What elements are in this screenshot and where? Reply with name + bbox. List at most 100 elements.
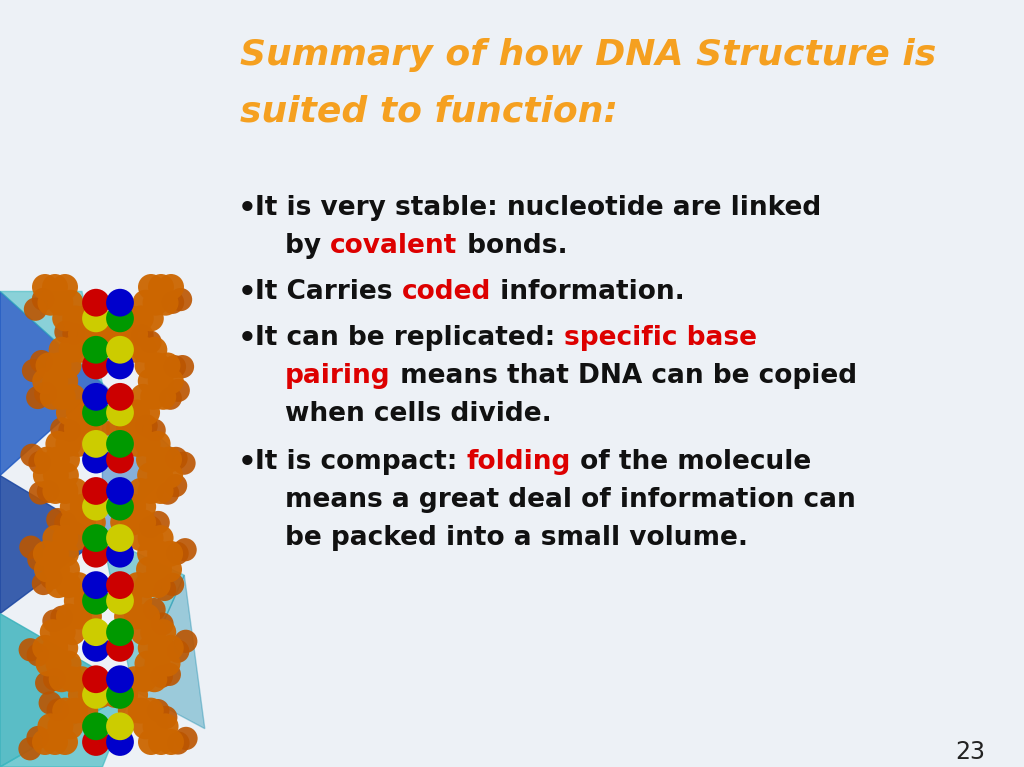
Point <box>48 548 65 560</box>
Text: Summary of how DNA Structure is: Summary of how DNA Structure is <box>240 38 936 72</box>
Point <box>57 704 74 716</box>
Point <box>158 297 174 309</box>
Point <box>126 673 142 686</box>
Point <box>88 720 104 732</box>
Point <box>125 501 141 513</box>
Point <box>61 424 78 436</box>
Point <box>49 513 66 525</box>
Point <box>60 407 77 419</box>
Point <box>121 594 137 607</box>
Point <box>160 657 176 670</box>
Text: bonds.: bonds. <box>458 233 567 259</box>
Point <box>158 711 174 723</box>
Point <box>88 689 104 701</box>
Point <box>111 594 127 607</box>
Point <box>161 453 177 466</box>
Point <box>177 544 194 556</box>
Text: means a great deal of information can: means a great deal of information can <box>285 487 856 513</box>
Point <box>62 297 79 309</box>
Polygon shape <box>0 291 102 384</box>
Point <box>146 344 163 356</box>
Text: means that DNA can be copied: means that DNA can be copied <box>390 363 857 389</box>
Point <box>115 516 131 528</box>
Point <box>49 563 66 575</box>
Polygon shape <box>0 291 102 476</box>
Point <box>125 516 141 528</box>
Point <box>66 328 82 340</box>
Point <box>67 312 83 324</box>
Point <box>112 736 128 748</box>
Point <box>71 611 87 623</box>
Text: It is very stable: nucleotide are linked: It is very stable: nucleotide are linked <box>255 195 821 221</box>
Point <box>145 390 162 403</box>
Point <box>112 594 128 607</box>
Point <box>117 689 133 701</box>
Point <box>168 453 184 465</box>
Point <box>85 516 101 528</box>
Point <box>139 407 156 419</box>
Point <box>142 485 159 497</box>
Polygon shape <box>0 690 133 767</box>
Point <box>77 704 93 716</box>
Point <box>132 485 148 497</box>
Point <box>85 501 101 513</box>
Point <box>88 673 104 686</box>
Point <box>57 517 74 529</box>
Point <box>43 571 59 584</box>
Point <box>176 457 193 469</box>
Point <box>38 387 54 400</box>
Point <box>170 645 186 657</box>
Point <box>31 554 47 566</box>
Point <box>151 453 167 466</box>
Point <box>93 689 110 701</box>
Point <box>26 364 42 377</box>
Point <box>40 359 56 371</box>
Text: •: • <box>238 195 257 223</box>
Point <box>32 487 48 499</box>
Point <box>60 579 77 591</box>
Point <box>112 642 128 654</box>
Point <box>150 516 166 528</box>
Point <box>88 594 104 607</box>
Point <box>126 344 142 356</box>
Point <box>112 344 128 356</box>
Point <box>142 704 159 716</box>
Point <box>88 501 104 513</box>
Point <box>129 438 145 450</box>
Point <box>53 673 70 686</box>
Point <box>150 438 166 450</box>
Text: •: • <box>238 325 257 353</box>
Point <box>142 312 159 324</box>
Point <box>45 390 61 403</box>
Point <box>57 469 74 482</box>
Point <box>141 563 158 575</box>
Point <box>62 720 79 732</box>
Point <box>138 420 155 432</box>
Point <box>112 438 128 450</box>
Point <box>163 281 179 293</box>
Point <box>88 390 104 403</box>
Point <box>106 689 123 701</box>
Text: pairing: pairing <box>285 363 390 389</box>
Point <box>75 501 91 513</box>
Point <box>30 391 46 403</box>
Point <box>93 328 110 341</box>
Point <box>147 297 164 309</box>
Point <box>139 611 156 623</box>
Point <box>151 563 167 575</box>
Point <box>88 485 104 497</box>
Point <box>77 312 93 324</box>
Point <box>162 469 178 482</box>
Point <box>135 390 152 403</box>
Text: It Carries: It Carries <box>255 279 401 305</box>
Point <box>139 657 156 670</box>
Text: covalent: covalent <box>331 233 458 259</box>
Point <box>112 485 128 497</box>
Point <box>150 704 166 716</box>
Point <box>23 644 39 656</box>
Point <box>50 438 67 450</box>
Point <box>153 375 169 387</box>
Point <box>112 689 128 701</box>
Point <box>160 359 176 371</box>
Point <box>145 626 162 638</box>
